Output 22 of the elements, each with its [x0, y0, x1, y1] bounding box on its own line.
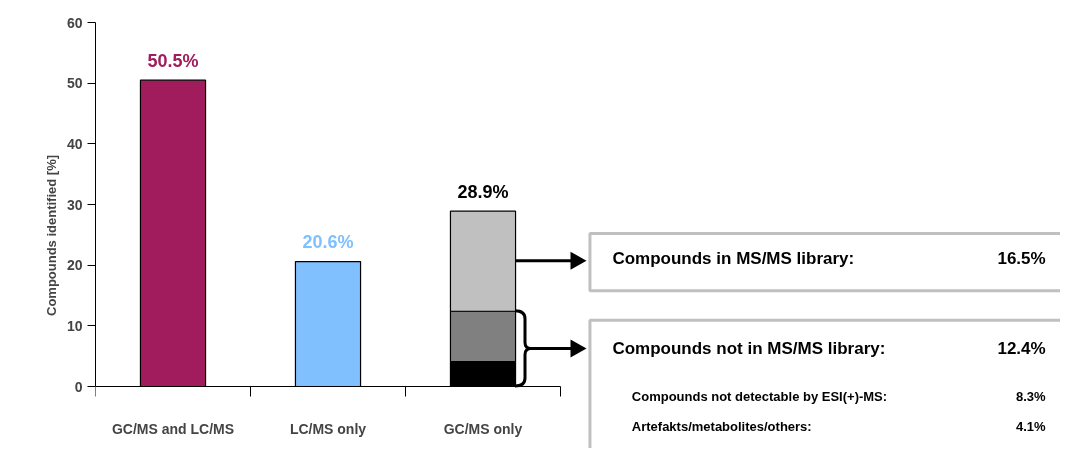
text: Compounds not in MS/MS library:: [612, 338, 886, 358]
y-tick-label: 10: [66, 317, 83, 334]
total-label: 20.6%: [302, 232, 354, 253]
x-tick-label: LC/MS only: [289, 420, 367, 437]
total-label: 50.5%: [147, 50, 199, 71]
text: Artefakts/metabolites/others:: [631, 419, 812, 435]
y-tick-label: 0: [74, 378, 83, 395]
y-tick-label: 40: [66, 135, 83, 152]
text: 16.5%: [997, 248, 1046, 268]
text: Compounds not detectable by ESI(+)-MS:: [631, 388, 888, 404]
y-tick-label: 60: [66, 14, 83, 31]
text: Compounds in MS/MS library:: [612, 248, 855, 268]
x-tick-label: GC/MS and LC/MS: [111, 420, 235, 437]
x-tick-label: GC/MS only: [443, 420, 523, 437]
y-tick-label: 50: [66, 75, 83, 92]
y-tick-label: 20: [66, 257, 83, 274]
y-axis-title: Compounds identified [%]: [43, 154, 59, 317]
total-label: 28.9%: [457, 181, 509, 202]
text: 12.4%: [997, 338, 1046, 358]
text: 8.3%: [1016, 388, 1047, 404]
y-tick-label: 30: [66, 196, 83, 213]
text: 4.1%: [1016, 419, 1047, 435]
